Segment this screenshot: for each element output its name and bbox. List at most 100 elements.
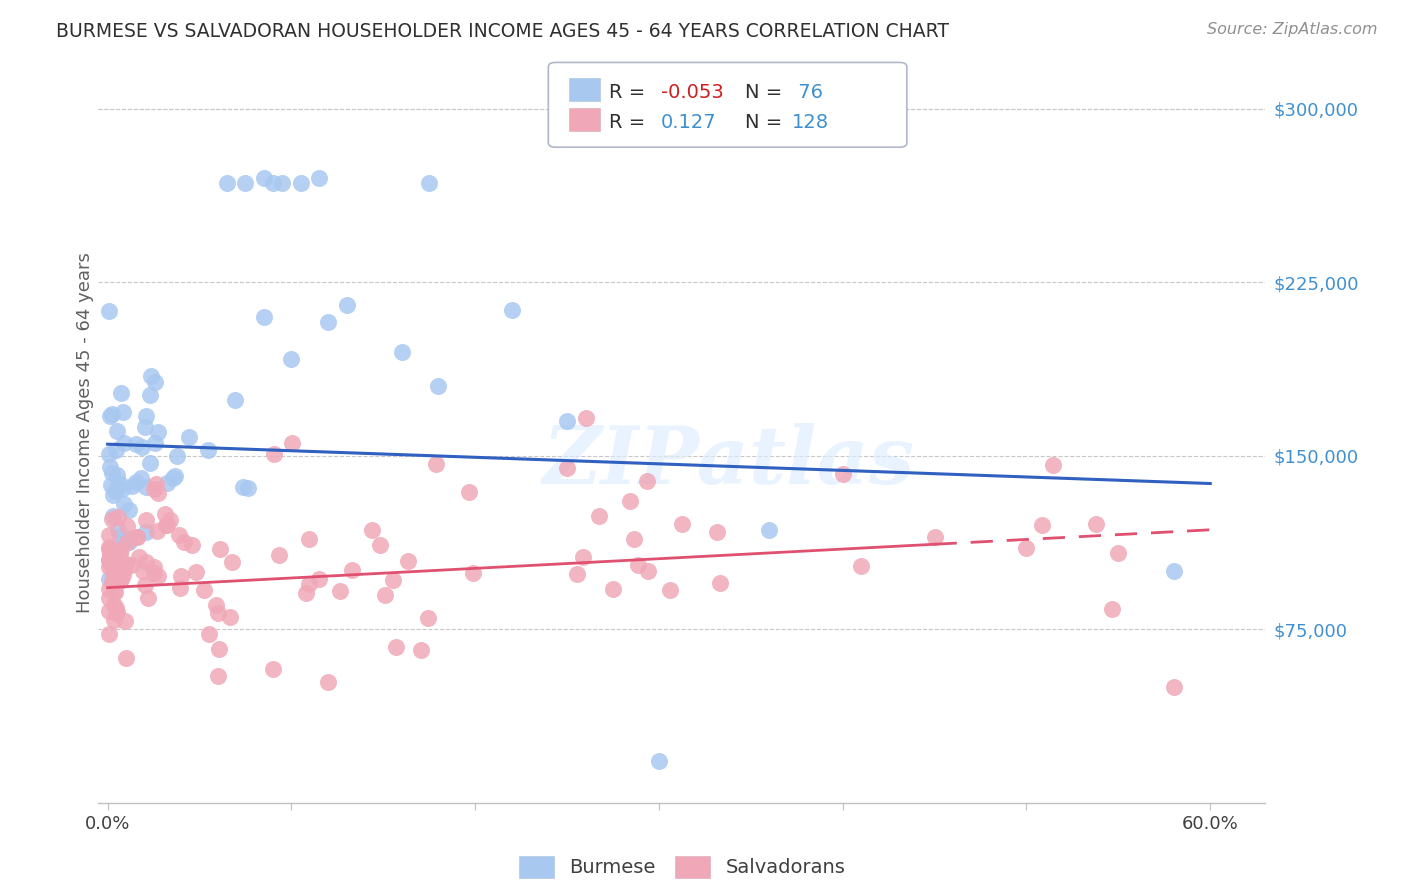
- Point: [156, 475, 179, 490]
- Point: [1042, 458, 1064, 473]
- Point: [105, 443, 128, 458]
- Point: [131, 440, 153, 454]
- Y-axis label: Householder Income Ages 45 - 64 years: Householder Income Ages 45 - 64 years: [76, 252, 94, 613]
- Point: [567, 567, 589, 582]
- Point: [104, 567, 127, 582]
- Point: [458, 484, 481, 499]
- Point: [555, 414, 578, 428]
- Point: [298, 577, 321, 591]
- Point: [118, 532, 141, 546]
- Point: [555, 461, 578, 475]
- Point: [134, 578, 156, 592]
- Point: [370, 538, 392, 552]
- Point: [204, 598, 226, 612]
- Point: [112, 436, 135, 450]
- Point: [118, 503, 141, 517]
- Point: [104, 484, 127, 499]
- Point: [121, 479, 143, 493]
- Point: [207, 668, 229, 682]
- Point: [418, 611, 440, 625]
- Point: [134, 420, 156, 434]
- Point: [148, 485, 170, 500]
- Point: [167, 528, 190, 542]
- Point: [146, 568, 169, 582]
- Point: [295, 586, 318, 600]
- Point: [98, 549, 121, 564]
- Text: N =: N =: [745, 113, 789, 132]
- Point: [215, 176, 238, 190]
- Point: [104, 570, 127, 584]
- Point: [98, 303, 121, 318]
- Point: [101, 563, 124, 577]
- Point: [115, 534, 138, 549]
- Point: [145, 524, 167, 538]
- Point: [374, 588, 396, 602]
- Point: [1163, 565, 1185, 579]
- Point: [139, 456, 162, 470]
- Point: [709, 576, 731, 591]
- Point: [145, 435, 167, 450]
- Point: [112, 405, 135, 419]
- Point: [208, 642, 231, 657]
- Point: [385, 640, 408, 654]
- Point: [112, 497, 135, 511]
- Point: [110, 547, 132, 561]
- Text: -0.053: -0.053: [661, 83, 724, 102]
- Point: [139, 388, 162, 402]
- Point: [98, 627, 121, 641]
- Point: [105, 575, 128, 590]
- Point: [98, 541, 121, 555]
- Point: [103, 614, 125, 628]
- Point: [177, 430, 200, 444]
- Point: [627, 558, 650, 572]
- Point: [125, 531, 148, 545]
- Point: [98, 543, 121, 558]
- Point: [706, 524, 728, 539]
- Point: [135, 555, 157, 569]
- Point: [659, 583, 682, 598]
- Point: [636, 474, 658, 488]
- Point: [98, 552, 121, 566]
- Point: [115, 519, 138, 533]
- Point: [98, 604, 121, 618]
- Point: [232, 480, 254, 494]
- Point: [253, 310, 276, 324]
- Point: [103, 558, 125, 572]
- Point: [671, 516, 693, 531]
- Point: [98, 447, 121, 461]
- Point: [101, 551, 124, 566]
- Text: R =: R =: [609, 83, 651, 102]
- Point: [100, 478, 122, 492]
- Point: [142, 483, 165, 497]
- Point: [98, 582, 121, 596]
- Point: [262, 662, 284, 676]
- Point: [101, 574, 124, 588]
- Point: [280, 351, 302, 366]
- Point: [98, 528, 121, 542]
- Point: [238, 481, 260, 495]
- Point: [105, 605, 128, 619]
- Point: [235, 176, 257, 190]
- Point: [156, 518, 179, 533]
- Point: [98, 591, 121, 605]
- Point: [118, 535, 141, 549]
- Point: [98, 550, 121, 565]
- Point: [111, 537, 134, 551]
- Point: [193, 583, 215, 598]
- Point: [100, 512, 122, 526]
- Point: [127, 530, 149, 544]
- Point: [159, 513, 181, 527]
- Text: N =: N =: [745, 83, 789, 102]
- Point: [131, 471, 153, 485]
- Point: [135, 524, 157, 539]
- Point: [281, 435, 304, 450]
- Point: [290, 176, 312, 190]
- Point: [111, 482, 134, 496]
- Point: [125, 437, 148, 451]
- Point: [101, 559, 124, 574]
- Point: [104, 568, 127, 582]
- Point: [143, 560, 166, 574]
- Point: [155, 518, 177, 533]
- Point: [1031, 517, 1053, 532]
- Point: [128, 550, 150, 565]
